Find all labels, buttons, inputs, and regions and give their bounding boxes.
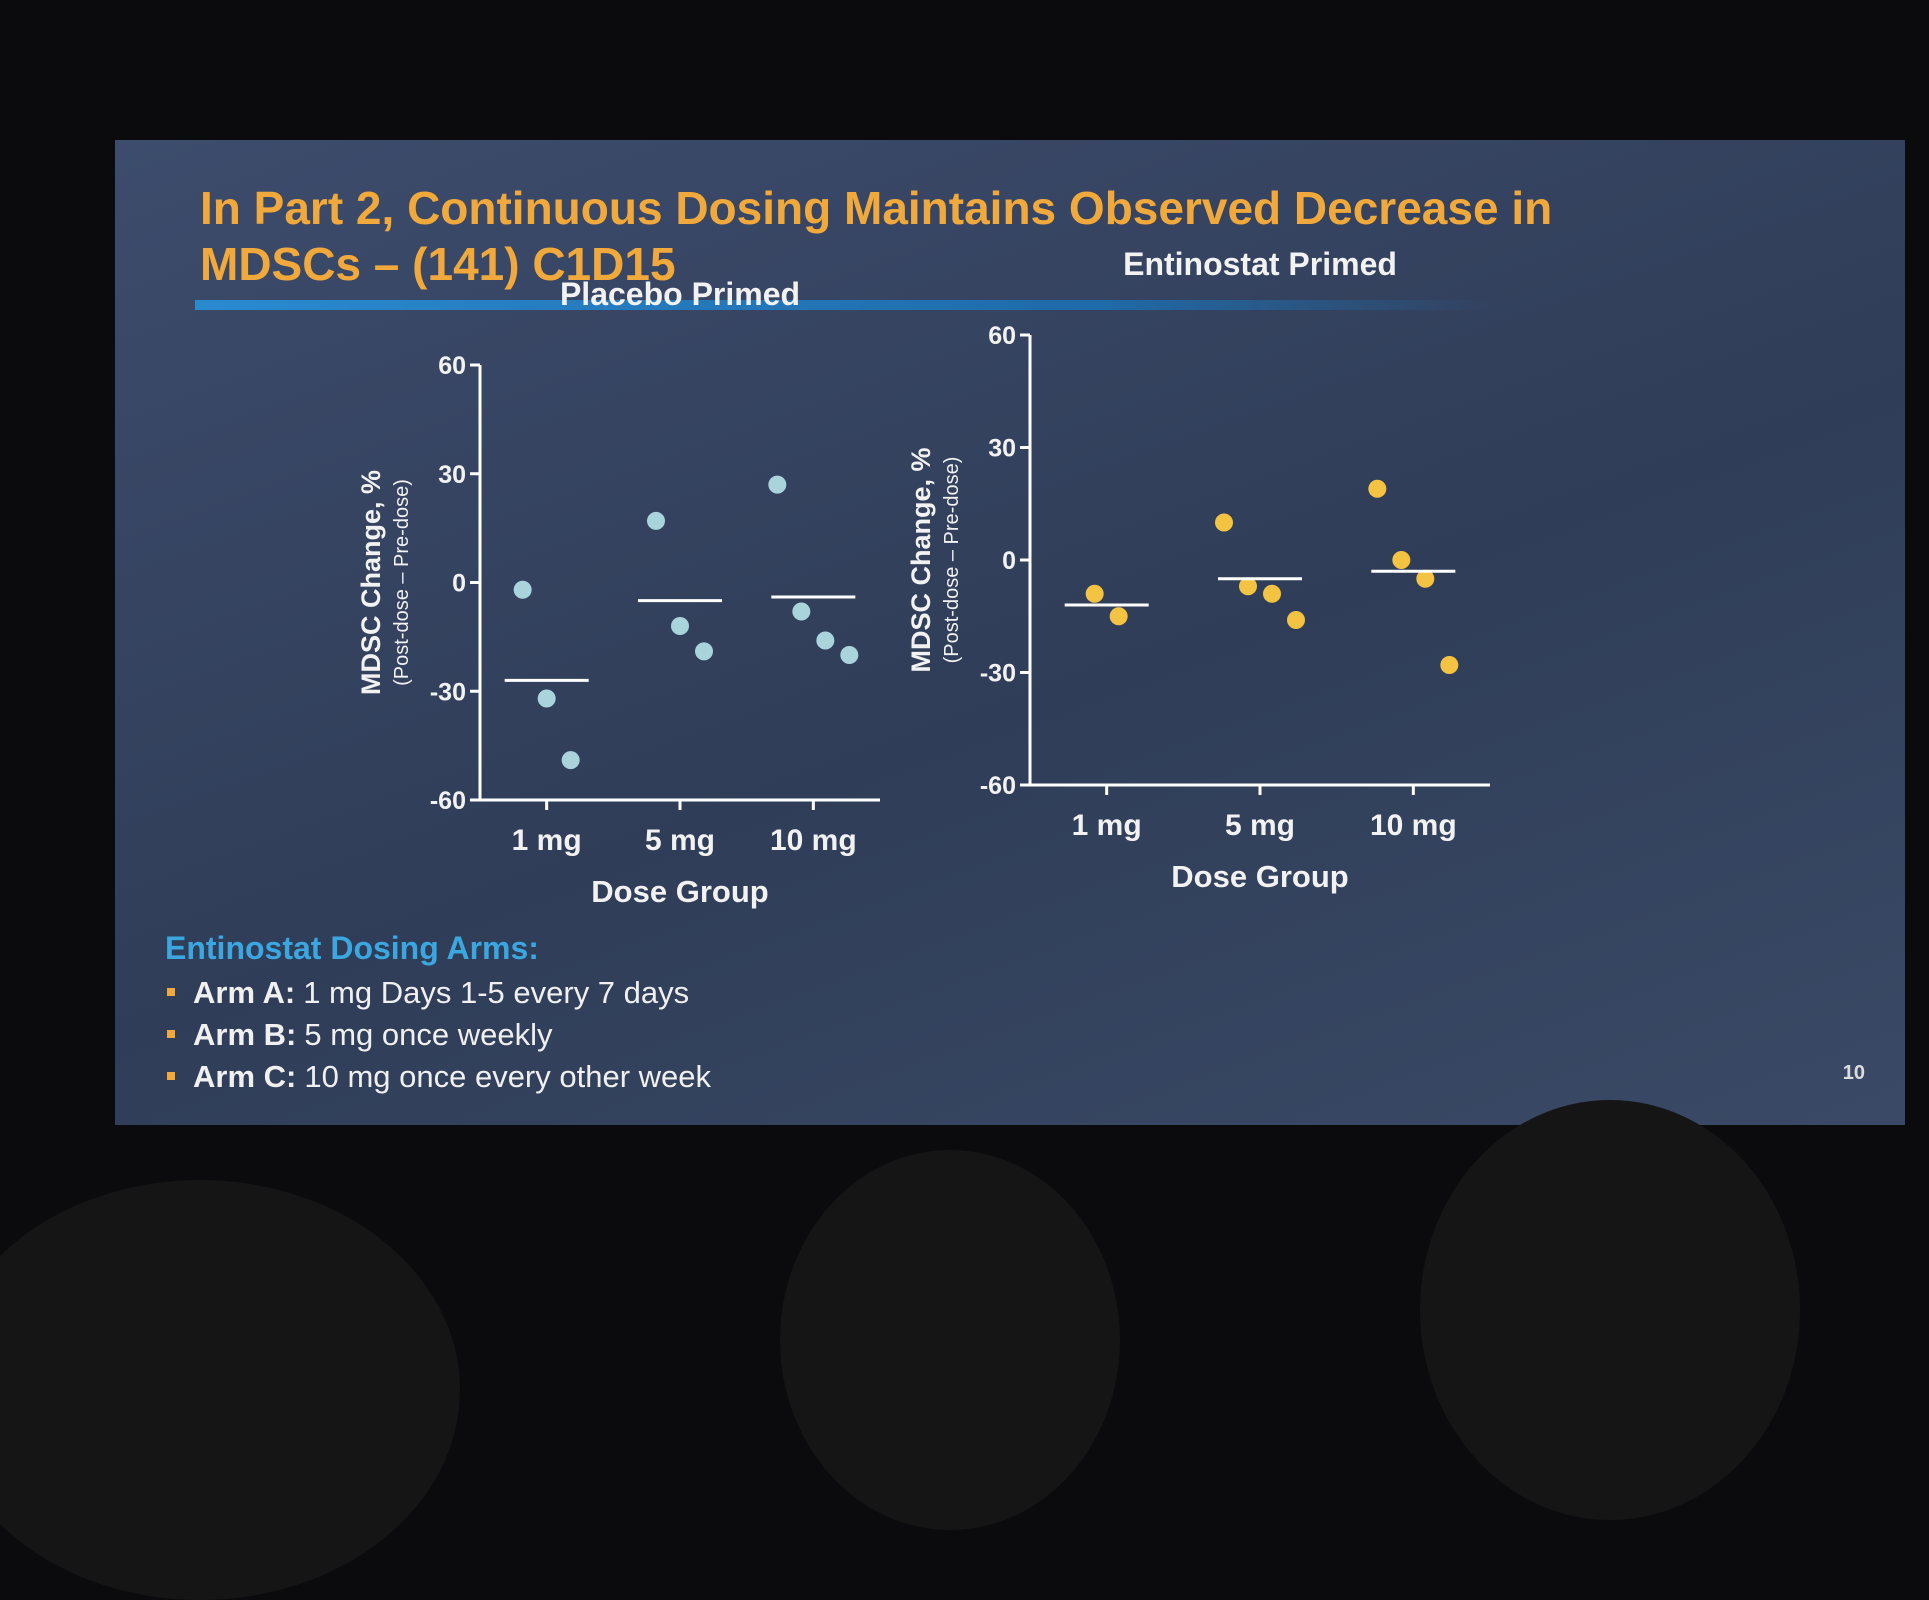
data-point: [1215, 513, 1233, 532]
arm-item: Arm A: 1 mg Days 1-5 every 7 days: [166, 975, 711, 1011]
x-axis-label: Dose Group: [1171, 859, 1348, 894]
y-tick-label: -30: [430, 678, 466, 706]
slide-title: In Part 2, Continuous Dosing Maintains O…: [200, 182, 1553, 290]
y-axis-sublabel: (Post-dose – Pre-dose): [391, 479, 413, 686]
data-point: [768, 475, 787, 494]
data-point: [1085, 584, 1104, 603]
arms-heading: Entinostat Dosing Arms:: [165, 930, 539, 966]
y-tick-label: -60: [430, 787, 466, 815]
y-tick-label: 30: [988, 435, 1016, 463]
page-number: 10: [1842, 1062, 1865, 1084]
audience: [780, 1150, 1120, 1530]
audience: [1420, 1100, 1800, 1520]
x-tick-label: 5 mg: [645, 824, 715, 857]
data-point: [671, 617, 689, 635]
chart-title: Placebo Primed: [560, 276, 800, 312]
data-point: [840, 646, 859, 664]
arm-label: Arm C:: [193, 1059, 297, 1094]
y-tick-label: 0: [452, 570, 466, 598]
data-point: [816, 631, 835, 650]
arm-text: 1 mg Days 1-5 every 7 days: [303, 975, 690, 1010]
slide: In Part 2, Continuous Dosing Maintains O…: [115, 140, 1905, 1125]
audience: [0, 1180, 460, 1600]
arm-label: Arm B:: [193, 1017, 297, 1052]
x-tick-label: 10 mg: [770, 824, 857, 857]
y-tick-label: 30: [438, 461, 466, 489]
y-tick-label: 60: [438, 352, 466, 380]
x-tick-label: 10 mg: [1370, 809, 1457, 842]
x-tick-label: 1 mg: [512, 824, 582, 857]
title-underline: [195, 300, 1495, 310]
arm-text: 10 mg once every other week: [304, 1059, 712, 1094]
y-axis-label: MDSC Change, %: [356, 470, 386, 695]
data-point: [513, 580, 532, 599]
chart-title: Entinostat Primed: [1123, 246, 1397, 282]
data-point: [1368, 479, 1387, 498]
y-tick-label: -30: [980, 660, 1016, 688]
data-point: [1416, 569, 1435, 588]
x-tick-label: 1 mg: [1072, 809, 1142, 842]
arm-label: Arm A:: [193, 975, 296, 1010]
data-point: [695, 642, 713, 661]
page: In Part 2, Continuous Dosing Maintains O…: [115, 140, 1905, 1125]
arm-text: 5 mg once weekly: [304, 1017, 553, 1052]
y-tick-label: -60: [980, 772, 1016, 800]
data-point: [1239, 577, 1257, 596]
data-point: [1392, 551, 1411, 569]
data-point: [792, 602, 811, 621]
data-point: [1440, 656, 1459, 674]
data-point: [1263, 584, 1281, 603]
data-point: [1287, 611, 1305, 629]
data-point: [647, 511, 665, 530]
x-axis-label: Dose Group: [591, 874, 768, 909]
data-point: [537, 689, 556, 708]
data-point: [1109, 607, 1128, 626]
arm-item: Arm B: 5 mg once weekly: [166, 1017, 711, 1053]
y-axis-sublabel: (Post-dose – Pre-dose): [941, 457, 963, 664]
y-tick-label: 60: [988, 322, 1016, 350]
y-tick-label: 0: [1002, 547, 1016, 575]
x-tick-label: 5 mg: [1225, 809, 1295, 842]
dosing-arms: Entinostat Dosing Arms: Arm A: 1 mg Days …: [165, 930, 711, 1101]
y-axis-label: MDSC Change, %: [906, 447, 936, 672]
data-point: [561, 751, 580, 770]
arm-item: Arm C: 10 mg once every other week: [166, 1059, 712, 1095]
